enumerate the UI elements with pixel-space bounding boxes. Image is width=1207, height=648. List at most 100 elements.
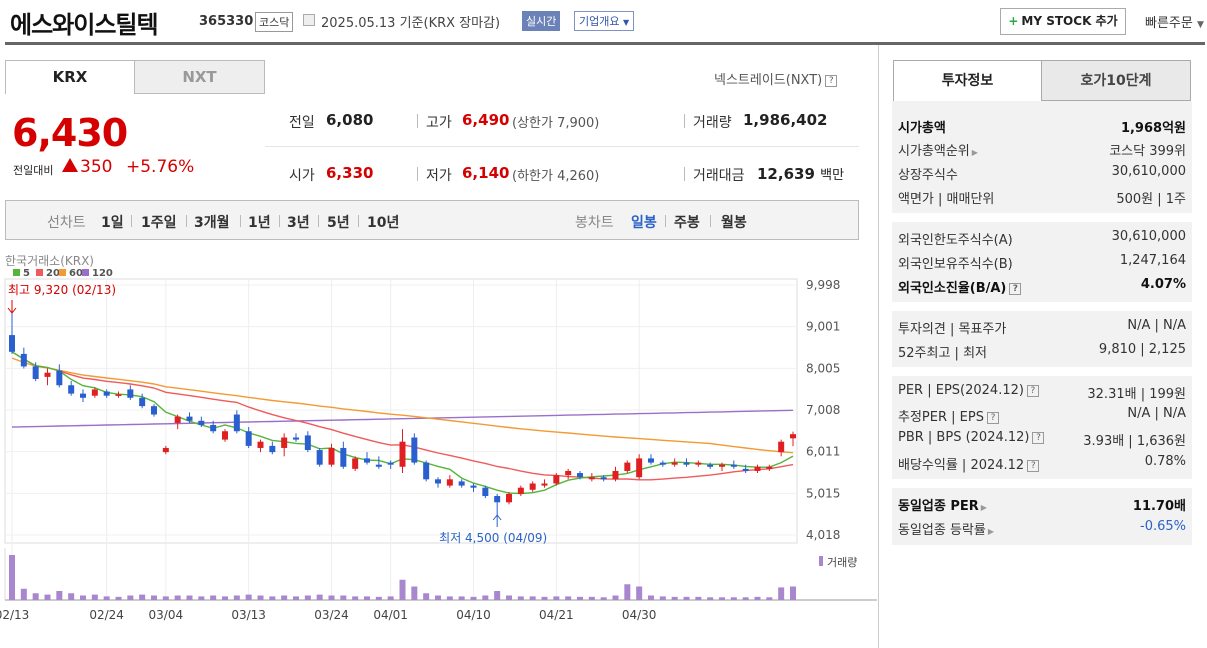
volume-bar [222,596,228,600]
info-gap [892,479,1192,488]
help-icon[interactable]: ? [1009,282,1022,295]
my-stock-add-button[interactable]: + MY STOCK 추가 [1000,8,1126,35]
candle-body [328,447,335,465]
candle-body [316,450,323,465]
candle-body [790,434,796,439]
invest-info-panel [892,101,1192,545]
candle-daily[interactable]: 일봉 [631,215,657,231]
volume-bar [316,594,323,600]
quick-order-button[interactable]: 빠른주문 ▼ [1145,16,1204,31]
open-label: 시가 [289,168,315,184]
info-gap [892,213,1192,222]
candle-body [482,487,489,497]
candle-body [340,447,347,467]
x-tick-label: 04/01 [373,608,408,622]
volume-bar [304,595,311,600]
candle-body [506,493,512,503]
legend-swatch [82,269,89,276]
candle-body [529,483,536,490]
volume-bar [269,596,276,600]
chevron-down-icon: ▼ [1196,20,1204,30]
divider [710,215,711,227]
prev-close-value: 6,080 [326,111,374,129]
volume-bar [482,595,489,600]
info-row-sector-rate[interactable]: 동일업종 등락률 ▶ -0.65% [898,519,1186,538]
candle-body [68,385,75,394]
volume-bar [387,596,394,600]
tab-invest-info[interactable]: 투자정보 [893,60,1042,101]
x-tick-label: 04/21 [539,608,574,622]
company-overview-dropdown[interactable]: 기업개요 ▼ [574,11,635,31]
nextrade-link[interactable]: 넥스트레이드(NXT)? [714,69,838,88]
info-row-foreign-limit: 외국인한도주식수(A) 30,610,000 [898,229,1186,248]
volume-bar [683,596,690,600]
candlestick-chart: 9,998 9,001 8,005 7,008 6,011 5,015 4,018 02/13… [0,254,877,622]
candle-weekly[interactable]: 주봉 [674,215,700,231]
help-icon[interactable]: ? [1027,459,1040,472]
candle-body [233,414,240,432]
market-badge: 코스닥 [255,12,294,32]
period-1y[interactable]: 1년 [248,215,271,231]
volume-bar [174,595,181,600]
info-row-pbr: PBR | BPS (2024.12)? 3.93배 | 1,636원 [898,430,1186,449]
realtime-button[interactable]: 실시간 [522,11,561,31]
volume-legend-swatch [819,556,823,566]
info-row-dividend: 배당수익률 | 2024.12? 0.78% [898,454,1186,473]
candle-body [269,445,276,453]
candle-body [399,441,406,467]
info-row-mcap-rank[interactable]: 시가총액순위 ▶ 코스닥 399위 [898,144,1186,159]
current-price: 6,430 [12,111,128,155]
period-1w[interactable]: 1주일 [141,215,177,231]
candle-body [139,397,146,407]
volume-bar [352,596,359,600]
x-tick-label: 02/24 [89,608,124,622]
candle-body [162,447,169,453]
divider [358,215,359,227]
candle-body [198,420,205,425]
help-icon[interactable]: ? [825,74,838,87]
candle-body [778,441,785,453]
info-row-sector-per[interactable]: 동일업종 PER ▶ 11.70배 [898,499,1186,514]
period-1d[interactable]: 1일 [101,215,124,231]
tab-krx[interactable]: KRX [5,60,135,94]
volume-bar [162,596,169,600]
volume-bar [20,588,27,600]
candle-body [186,416,193,421]
candle-body [387,462,394,465]
help-icon[interactable]: ? [1032,431,1045,444]
candle-body [304,435,311,451]
tab-nxt[interactable]: NXT [134,60,265,94]
candle-body [719,464,725,467]
volume-bar [719,597,725,600]
period-3m[interactable]: 3개월 [194,215,230,231]
legend-swatch [13,269,20,276]
info-row-52week: 52주최고 | 최저 9,810 | 2,125 [898,342,1186,361]
help-icon[interactable]: ? [1026,384,1039,397]
high-value: 6,490 [462,111,510,129]
candle-body [470,485,477,488]
volume-bar [506,595,512,600]
divider [131,215,132,227]
volume-bar [446,596,453,600]
tab-hoga-10[interactable]: 호가10단계 [1041,60,1191,101]
period-10y[interactable]: 10년 [367,215,400,231]
candle-body [541,483,548,486]
period-5y[interactable]: 5년 [327,215,350,231]
volume-bar [186,595,193,600]
candle-body [754,466,761,471]
candle-monthly[interactable]: 월봉 [721,215,747,231]
min-arrow-icon [492,514,502,527]
candle-body [766,466,773,469]
volume-bar [103,596,110,600]
stock-name: 에스와이스틸텍 [10,11,159,39]
volume-bar [494,591,501,600]
period-3y[interactable]: 3년 [287,215,310,231]
quote-row-divider [265,146,859,147]
plus-icon: + [1008,14,1019,28]
volume-bar [517,596,524,600]
line-chart-label: 선차트 [47,215,86,231]
help-icon[interactable]: ? [986,411,999,424]
x-tick-label: 04/10 [456,608,491,622]
candle-chart-label: 봉차트 [575,215,614,231]
volume-bar [127,595,134,600]
